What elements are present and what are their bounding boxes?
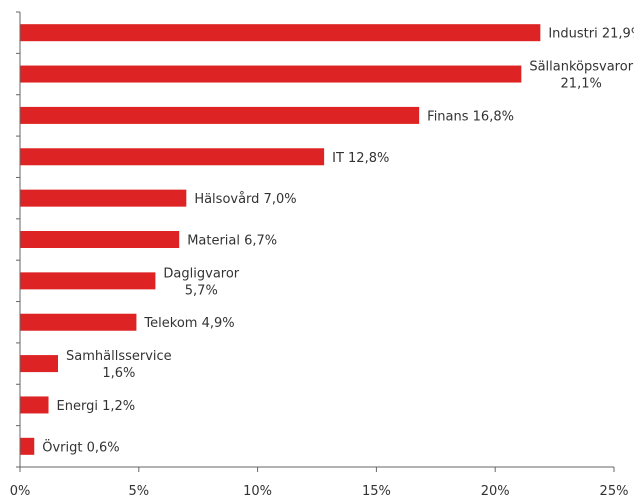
bar-telekom	[20, 313, 137, 331]
data-labels-group: Industri 21,9% Sällanköpsvaror 21,1% Finans…	[42, 27, 634, 456]
x-tick-label: 5%	[128, 484, 149, 499]
data-label-industri: Industri 21,9%	[548, 27, 634, 42]
data-label-dagligvaror-1: Dagligvaror	[163, 266, 239, 281]
bar-finans	[20, 106, 420, 124]
bar-material	[20, 231, 180, 248]
bar-dagligvaror	[20, 272, 156, 290]
bars-group	[20, 24, 541, 455]
x-tick-label: 10%	[243, 484, 272, 499]
data-label-övrigt: Övrigt 0,6%	[42, 438, 119, 455]
bar-energi	[20, 396, 49, 414]
data-label-sällanköpsvaror-1: Sällanköpsvaror	[529, 60, 633, 75]
bar-it	[20, 148, 325, 166]
bar-sällanköpsvaror	[20, 65, 522, 83]
data-label-telekom: Telekom 4,9%	[143, 316, 234, 331]
data-label-sällanköpsvaror-2: 21,1%	[561, 77, 602, 92]
data-label-hälsovård: Hälsovård 7,0%	[194, 192, 296, 207]
x-tick-label: 25%	[600, 484, 629, 499]
x-tick-label: 20%	[481, 484, 510, 499]
data-label-energi: Energi 1,2%	[57, 399, 136, 414]
data-label-it: IT 12,8%	[332, 151, 389, 166]
bar-samhällsservice	[20, 355, 59, 373]
data-label-finans: Finans 16,8%	[427, 109, 514, 124]
x-tick-label: 0%	[10, 484, 31, 499]
data-label-samhällsservice-1: Samhällsservice	[66, 349, 172, 364]
data-label-material: Material 6,7%	[187, 234, 277, 249]
x-tick-label: 15%	[362, 484, 391, 499]
bar-övrigt	[20, 437, 35, 455]
bar-hälsovård	[20, 189, 187, 207]
axes-group: 0% 5% 10% 15% 20% 25%	[10, 11, 629, 499]
data-label-samhällsservice-2: 1,6%	[102, 366, 135, 381]
bar-industri	[20, 24, 541, 42]
data-label-dagligvaror-2: 5,7%	[185, 283, 218, 298]
